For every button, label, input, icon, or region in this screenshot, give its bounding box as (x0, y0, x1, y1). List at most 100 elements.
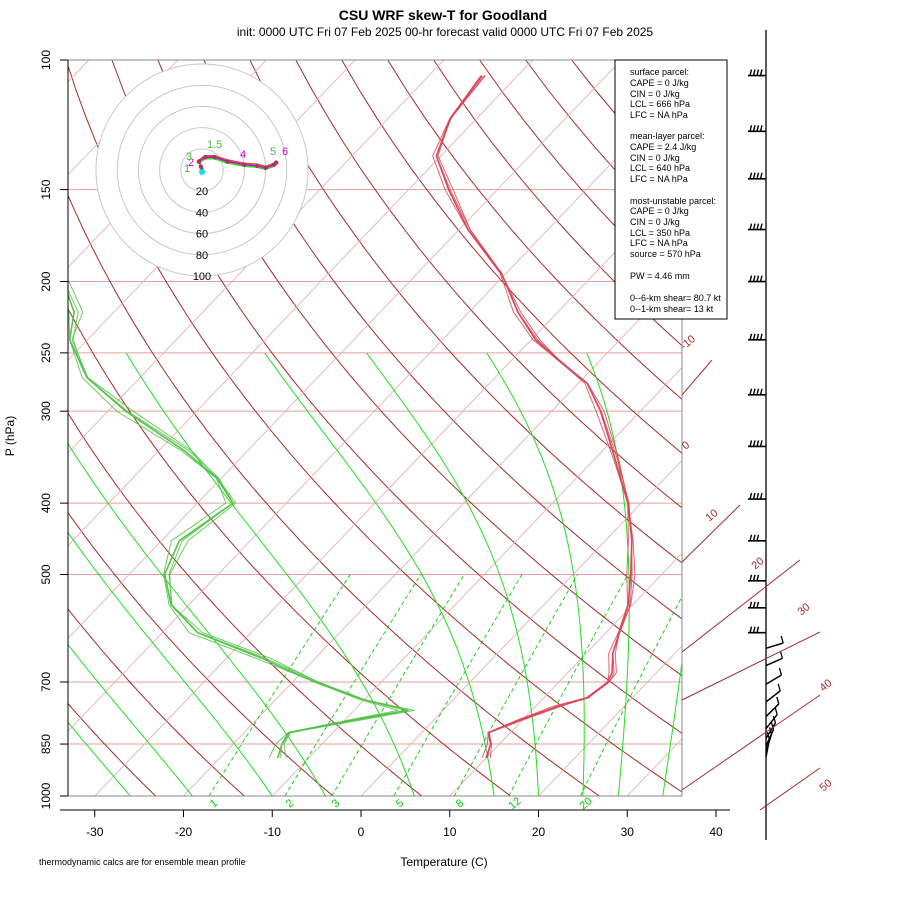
moist-adiabat-line (662, 658, 682, 796)
x-tick-label: 0 (358, 825, 365, 839)
dry-adiabat-line (157, 60, 682, 677)
dry-adiabat-line (68, 608, 246, 796)
dry-adiabat-line (68, 307, 512, 796)
dry-adiabat-line (341, 60, 682, 454)
footnote: thermodynamic calcs are for ensemble mea… (39, 857, 246, 867)
mixing-ratio-line (284, 574, 422, 796)
wind-barb-flag (752, 601, 756, 608)
wind-barb-flag (752, 69, 756, 76)
mixing-ratio-line (579, 595, 682, 796)
mixing-ratio-label: 3 (330, 797, 342, 810)
surface-header: surface parcel: (630, 67, 689, 77)
wind-barb-staff (765, 714, 778, 730)
mu-source: source = 570 hPa (630, 249, 701, 259)
wind-barb-flag (752, 333, 756, 341)
wind-barb-flag (749, 223, 753, 230)
wind-barb-flag (749, 333, 753, 341)
wind-barb-flag (759, 388, 763, 395)
profile-series (68, 75, 636, 759)
dewpoint-line (68, 292, 408, 759)
wind-barb-flag (756, 333, 760, 341)
hodograph-height-label: 3 (186, 151, 192, 163)
temperature-line (432, 75, 629, 759)
moist-adiabat-line (486, 352, 585, 796)
wind-barb-flag (749, 534, 753, 541)
y-tick-label: 250 (39, 343, 53, 363)
surface-lfc: LFC = NA hPa (630, 110, 688, 120)
chart-subtitle: init: 0000 UTC Fri 07 Feb 2025 00-hr for… (237, 25, 654, 39)
y-tick-label: 100 (39, 50, 53, 70)
mu-cin: CIN = 0 J/kg (630, 217, 680, 227)
mixing-ratio-line (453, 574, 578, 796)
mixed-cin: CIN = 0 J/kg (630, 153, 680, 163)
wind-barb-flag (749, 440, 753, 447)
hodograph-height-label: 1 (184, 163, 190, 175)
hodograph-ring-label: 100 (193, 271, 211, 283)
isotherm-line (68, 60, 533, 547)
precipitable-water: PW = 4.46 mm (630, 271, 690, 281)
wind-barb-flag (759, 125, 763, 132)
wind-barb-staff (765, 690, 781, 703)
x-tick-label: -20 (175, 825, 193, 839)
hodograph-point (263, 165, 268, 171)
mixing-ratio-label: 2 (284, 797, 296, 810)
dry-adiabat-line (68, 194, 601, 796)
wind-barb-staff (765, 703, 780, 718)
surface-cape: CAPE = 0 J/kg (630, 78, 689, 88)
hodograph-point (212, 155, 217, 160)
shear-0-6km: 0--6-km shear= 80.7 kt (630, 293, 721, 303)
x-tick-label: 20 (532, 825, 546, 839)
wind-barb-flag (749, 69, 753, 76)
mixing-ratio-line (393, 574, 523, 796)
dry-adiabat-line (68, 702, 157, 796)
wind-barb-flag (756, 534, 760, 541)
isotherm-line (538, 645, 682, 796)
dry-adiabat-line (68, 64, 682, 793)
moist-adiabat-line (366, 352, 539, 796)
wind-barb-flag (752, 388, 756, 395)
mixed-cape: CAPE = 2.4 J/kg (630, 142, 696, 152)
isotherm-line (68, 60, 445, 454)
stats-box: surface parcel: CAPE = 0 J/kg CIN = 0 J/… (614, 59, 728, 320)
shear-0-1km: 0--1-km shear= 13 kt (630, 304, 714, 314)
hodograph-height-label: 2 (188, 157, 194, 169)
dry-adiabat-line (295, 60, 682, 509)
dry-adiabat-line (68, 412, 423, 796)
x-axis-ticks: -30 -20 -10 0 10 20 30 40 (86, 810, 723, 839)
wind-barb-flag (756, 388, 760, 395)
isotherm-label: 50 (818, 777, 835, 794)
isotherm-line (68, 60, 622, 640)
wind-barb-flag (756, 492, 760, 500)
y-tick-label: 1000 (39, 782, 53, 809)
wind-barb-flag (749, 492, 753, 500)
y-tick-label: 300 (39, 401, 53, 421)
isotherm-line (68, 88, 682, 732)
wind-barb-flag (749, 601, 753, 608)
wind-barb-flag (779, 651, 784, 659)
mixed-lcl: LCL = 640 hPa (630, 163, 690, 173)
wind-barb-flag (770, 722, 775, 730)
isotherm-label: 40 (818, 677, 835, 694)
wind-barb-flag (752, 440, 756, 447)
hodograph-ring (180, 148, 224, 192)
hodograph-point (254, 163, 260, 168)
wind-barb-flag (756, 69, 760, 76)
mu-lfc: LFC = NA hPa (630, 238, 688, 248)
moist-adiabat-line (68, 531, 273, 796)
x-tick-label: 40 (709, 825, 723, 839)
temperature-line (435, 75, 633, 759)
moist-adiabat-line (68, 442, 326, 796)
isotherm-label: 30 (796, 601, 813, 618)
hodograph-ring-label: 80 (196, 250, 208, 262)
hodograph-point (225, 159, 230, 164)
wind-barb-flag (759, 333, 763, 341)
hodograph-height-label: 1.5 (207, 139, 222, 151)
hodograph-ring-label: 40 (196, 207, 208, 219)
y-tick-label: 400 (39, 493, 53, 513)
y-axis-label: P (hPa) (3, 416, 17, 456)
hodograph-height-label: 4 (240, 149, 246, 161)
moist-adiabat-line (125, 352, 415, 796)
wind-barb-flag (756, 626, 760, 633)
hodograph: 20 40 60 80 100 123 4 5 6 1.5 (95, 63, 309, 283)
wind-barb-flag (752, 223, 756, 230)
